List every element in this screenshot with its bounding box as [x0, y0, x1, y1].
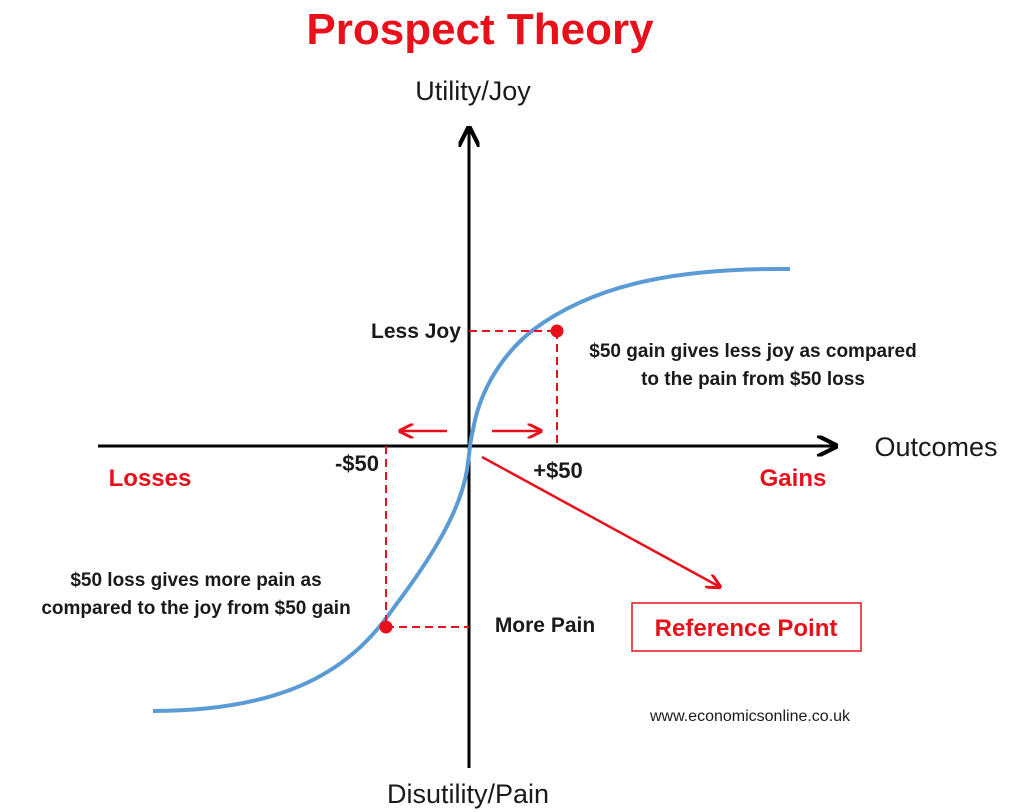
loss-tick-label: -$50 — [335, 451, 379, 476]
y-axis-bottom-label: Disutility/Pain — [387, 779, 549, 809]
value-curve — [152, 266, 791, 713]
more-pain-label: More Pain — [495, 614, 595, 637]
loss-point — [379, 620, 393, 634]
gain-point — [550, 324, 564, 338]
losses-label: Losses — [109, 465, 192, 492]
loss-note-line-1: $50 loss gives more pain as — [70, 570, 321, 591]
loss-note-line-2: compared to the joy from $50 gain — [41, 598, 350, 619]
gain-note-line-2: to the pain from $50 loss — [641, 369, 865, 390]
page-title: Prospect Theory — [306, 5, 654, 54]
less-joy-label: Less Joy — [371, 320, 461, 343]
reference-point-label: Reference Point — [655, 615, 838, 642]
source-credit: www.economicsonline.co.uk — [649, 708, 851, 725]
x-axis-label: Outcomes — [874, 432, 997, 462]
gain-note-line-1: $50 gain gives less joy as compared — [589, 341, 916, 362]
y-axis-top-label: Utility/Joy — [415, 76, 531, 106]
gain-tick-label: +$50 — [533, 458, 583, 483]
gains-label: Gains — [760, 465, 827, 492]
reference-point-arrow — [481, 455, 720, 587]
reference-point-box — [631, 602, 862, 652]
